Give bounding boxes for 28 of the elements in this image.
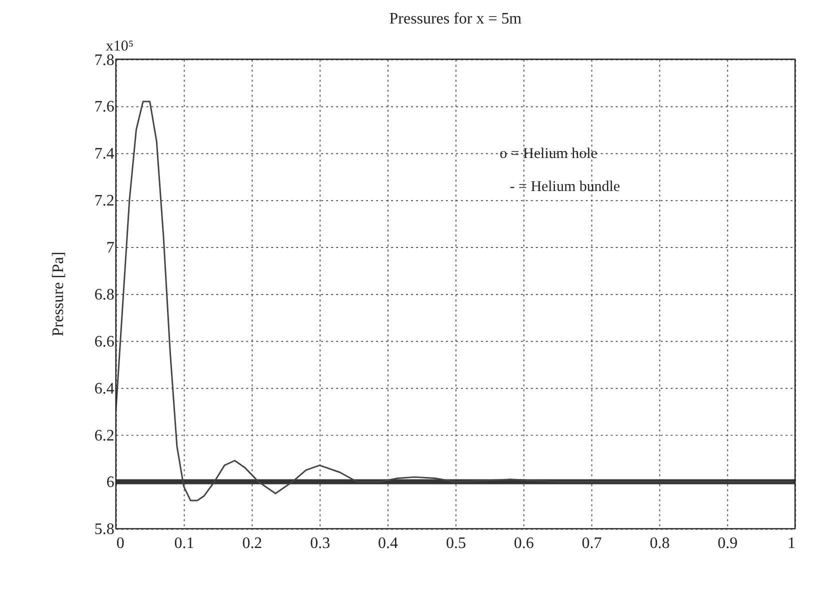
- y-tick-label: 6: [106, 474, 114, 492]
- chart-title: Pressures for x = 5m: [389, 10, 522, 28]
- y-tick-label: 5.8: [94, 521, 114, 538]
- annotation: o = Helium hole: [500, 146, 598, 162]
- y-tick-label: 6.6: [94, 333, 114, 350]
- x-tick-label: 0.8: [650, 535, 670, 552]
- x-tick-label: 0.9: [718, 535, 738, 552]
- y-tick-label: 6.4: [94, 380, 114, 398]
- y-axis-title: Pressure [Pa]: [50, 252, 67, 336]
- y-tick-label: 7.8: [94, 52, 114, 69]
- x-tick-label: 0: [116, 535, 124, 552]
- x-tick-label: 0.2: [242, 535, 262, 552]
- x-tick-label: 0.1: [174, 535, 194, 552]
- y-tick-label: 6.2: [94, 427, 114, 444]
- x-tick-label: 0.3: [310, 535, 330, 552]
- y-tick-label: 7.4: [94, 146, 114, 163]
- x-tick-label: 0.4: [378, 535, 398, 552]
- text: x10⁵: [106, 38, 134, 54]
- annotation: - = Helium bundle: [510, 179, 620, 196]
- y-tick-label: 6.8: [94, 286, 114, 304]
- x-tick-label: 1: [788, 535, 796, 552]
- line-series: [116, 100, 796, 502]
- y-tick-label: 7.2: [94, 192, 114, 210]
- x-tick-label: 0.6: [514, 535, 534, 552]
- x-tick-label: 0.5: [446, 535, 466, 552]
- y-tick-label: 7: [106, 240, 114, 257]
- x-tick-label: 0.7: [582, 535, 602, 552]
- y-tick-label: 7.6: [94, 98, 114, 116]
